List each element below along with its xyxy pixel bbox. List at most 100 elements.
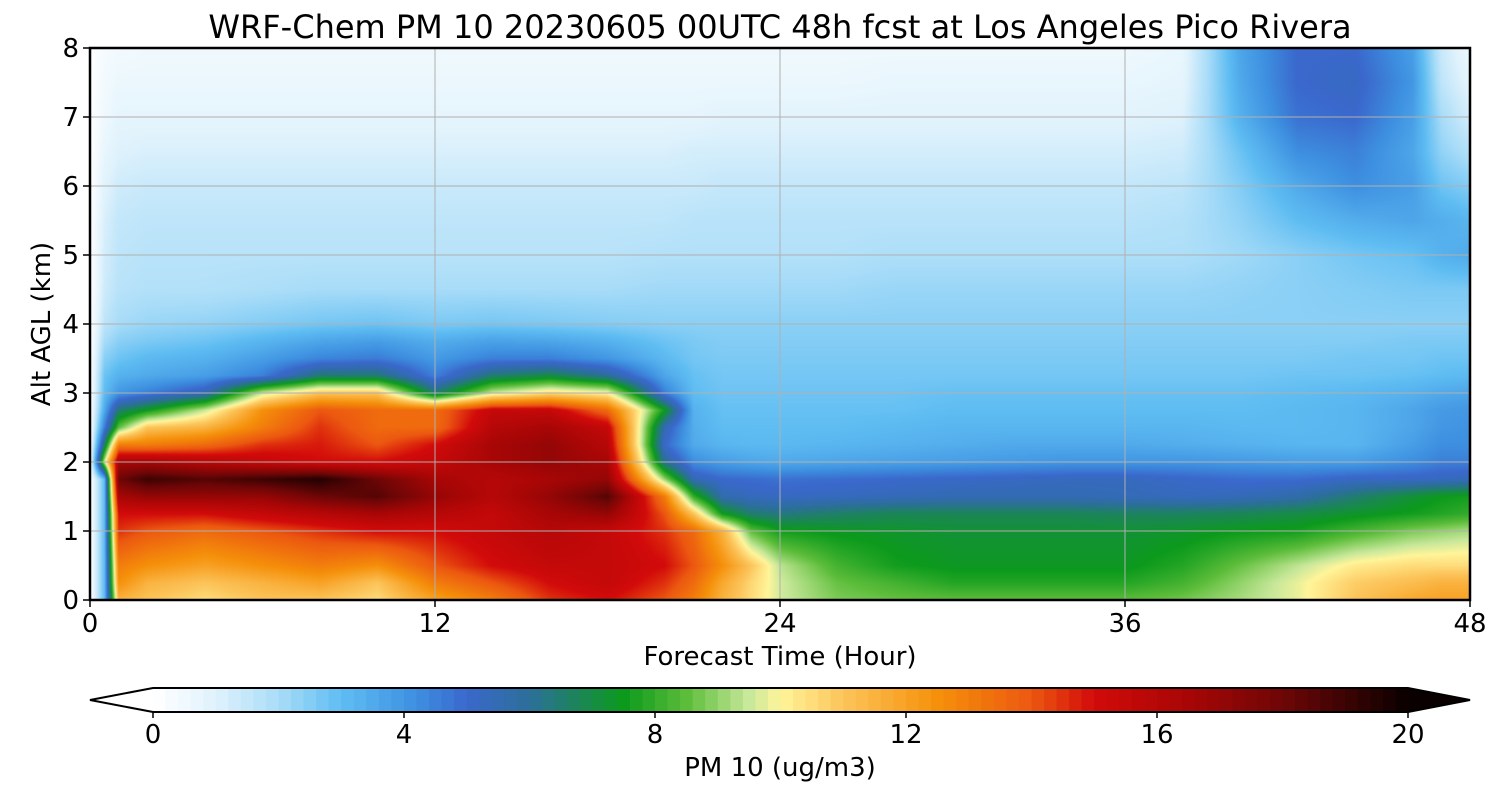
colorbar-segment <box>316 688 330 712</box>
x-axis: 0 12 24 36 48 <box>82 600 1487 639</box>
colorbar-segment <box>1219 688 1233 712</box>
colorbar-segment <box>1144 688 1158 712</box>
colorbar-segment <box>1382 688 1397 712</box>
colorbar-segment <box>190 688 204 712</box>
colorbar-segment <box>404 688 418 712</box>
colorbar-segment <box>1232 688 1246 712</box>
colorbar-segment <box>291 688 305 712</box>
y-tick-label: 5 <box>62 241 79 271</box>
colorbar-segment <box>1345 688 1359 712</box>
colorbar-segment <box>931 688 945 712</box>
colorbar-segment <box>1094 688 1108 712</box>
colorbar-segment <box>1106 688 1120 712</box>
colorbar-segment <box>981 688 995 712</box>
colorbar-segment <box>554 688 568 712</box>
y-tick-label: 4 <box>62 310 79 340</box>
colorbar-segment <box>742 688 756 712</box>
chart-title: WRF-Chem PM 10 20230605 00UTC 48h fcst a… <box>208 8 1351 46</box>
colorbar-segment <box>378 688 393 712</box>
colorbar-segment <box>441 688 455 712</box>
y-tick-label: 3 <box>62 379 79 409</box>
y-tick-label: 8 <box>62 34 79 64</box>
colorbar-segment <box>516 688 531 712</box>
x-tick-label: 12 <box>418 609 451 639</box>
colorbar-segment <box>1307 688 1321 712</box>
colorbar-segment <box>240 688 254 712</box>
colorbar-segment <box>993 688 1007 712</box>
colorbar-segment <box>353 688 367 712</box>
colorbar-segment <box>880 688 895 712</box>
colorbar-segment <box>1370 688 1384 712</box>
y-tick-label: 0 <box>62 586 79 616</box>
colorbar-extend-max <box>1408 688 1470 712</box>
colorbar-segment <box>943 688 957 712</box>
colorbar-segment <box>705 688 719 712</box>
colorbar-segment <box>1119 688 1133 712</box>
colorbar-segment <box>1006 688 1020 712</box>
colorbar-segment <box>918 688 932 712</box>
colorbar-segment <box>328 688 342 712</box>
colorbar-segment <box>868 688 882 712</box>
colorbar-segment <box>755 688 769 712</box>
colorbar-segment <box>1182 688 1196 712</box>
colorbar-segment <box>1295 688 1309 712</box>
x-tick-label: 0 <box>82 609 99 639</box>
colorbar-segment <box>466 688 480 712</box>
colorbar-segment <box>1257 688 1271 712</box>
colorbar-segment <box>579 688 593 712</box>
colorbar-segment <box>604 688 618 712</box>
colorbar-segment <box>1395 688 1409 712</box>
colorbar-segment <box>265 688 280 712</box>
colorbar-segment <box>491 688 505 712</box>
colorbar-segment <box>1157 688 1171 712</box>
colorbar-segment <box>303 688 317 712</box>
y-axis: 0 1 2 3 4 5 6 7 8 <box>62 34 90 616</box>
colorbar-segment <box>1332 688 1346 712</box>
colorbar-segment <box>793 688 807 712</box>
colorbar-segment <box>1357 688 1371 712</box>
colorbar-segment <box>479 688 493 712</box>
colorbar-segment <box>780 688 794 712</box>
colorbar-segment <box>692 688 706 712</box>
colorbar-segment <box>178 688 192 712</box>
colorbar-tick-label: 8 <box>647 720 664 750</box>
colorbar-segment <box>454 688 468 712</box>
colorbar-segment <box>1282 688 1296 712</box>
colorbar-segment <box>655 688 669 712</box>
colorbar-segment <box>680 688 694 712</box>
colorbar-segment <box>416 688 430 712</box>
colorbar-segment <box>617 688 631 712</box>
y-tick-label: 1 <box>62 517 79 547</box>
colorbar-segment <box>341 688 355 712</box>
colorbar-segment <box>629 688 644 712</box>
colorbar-segment <box>1056 688 1070 712</box>
y-tick-label: 7 <box>62 103 79 133</box>
colorbar-segment <box>567 688 581 712</box>
colorbar-extend-min <box>90 688 153 712</box>
colorbar-segment <box>968 688 982 712</box>
colorbar-segment <box>529 688 543 712</box>
colorbar-segment <box>1269 688 1284 712</box>
colorbar-segment <box>429 688 443 712</box>
colorbar-segment <box>906 688 920 712</box>
colorbar-segment <box>1018 688 1033 712</box>
colorbar-segment <box>818 688 832 712</box>
y-tick-label: 2 <box>62 448 79 478</box>
colorbar-segment <box>1081 688 1095 712</box>
colorbar-segment <box>1207 688 1221 712</box>
colorbar-segment <box>165 688 179 712</box>
colorbar-segment <box>1320 688 1334 712</box>
colorbar-segment <box>366 688 380 712</box>
colorbar-segment <box>153 688 167 712</box>
colorbar-segment <box>730 688 744 712</box>
colorbar-segment <box>391 688 405 712</box>
colorbar-segment <box>767 688 782 712</box>
colorbar-segment <box>215 688 229 712</box>
colorbar-segment <box>203 688 217 712</box>
colorbar-segment <box>1044 688 1058 712</box>
x-tick-label: 24 <box>763 609 796 639</box>
colorbar-segment <box>893 688 907 712</box>
colorbar-segment <box>855 688 869 712</box>
colorbar-tick-label: 20 <box>1391 720 1424 750</box>
